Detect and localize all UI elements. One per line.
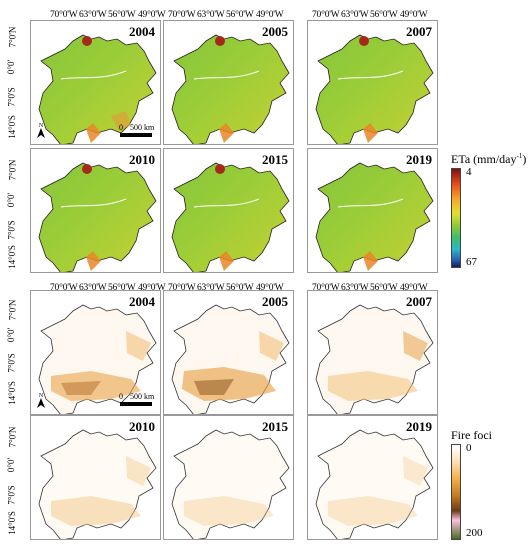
lat-label: 7°0'S <box>6 485 17 505</box>
scale-zero-label: 0 <box>119 123 123 132</box>
lon-label: 56°0'W <box>370 283 398 293</box>
fire-legend-top: 0 <box>466 442 472 454</box>
lat-label: 0°0' <box>6 327 17 343</box>
scale-bar <box>120 402 152 406</box>
lon-label: 56°0'W <box>226 10 254 20</box>
year-label: 2015 <box>262 419 288 434</box>
lat-label: 7°0'S <box>6 353 17 373</box>
lon-label: 56°0'W <box>226 283 254 293</box>
lon-label: 70°0'W <box>168 10 196 20</box>
eta-map-panel-2005: 2005 <box>163 20 294 145</box>
north-arrow-icon: N <box>37 393 45 408</box>
amazon-fire-map <box>315 429 434 539</box>
lon-label: 49°0'W <box>138 10 166 20</box>
eta-legend-title-sup: -1 <box>516 152 523 160</box>
eta-legend-title: ETa (mm/day-1) <box>451 152 526 167</box>
eta-legend-title-close: ) <box>522 152 527 166</box>
eta-map-panel-2015: 2015 <box>163 148 294 273</box>
lat-label: 14°0'S <box>6 245 17 269</box>
amazon-eta-map <box>38 162 157 272</box>
scale-zero-label: 0 <box>119 392 123 401</box>
amazon-fire-map <box>38 429 157 539</box>
lat-label: 14°0'S <box>6 115 17 139</box>
year-label: 2007 <box>406 24 432 39</box>
eta-map-panel-2019: 2019 <box>307 148 438 273</box>
lat-label: 7°0'S <box>6 220 17 240</box>
year-label: 2010 <box>129 152 155 167</box>
eta-map-panel-2007: 2007 <box>307 20 438 145</box>
fire-map-panel-2019: 2019 <box>307 415 438 540</box>
lon-label: 56°0'W <box>370 10 398 20</box>
lon-label: 49°0'W <box>400 10 428 20</box>
year-label: 2005 <box>262 24 288 39</box>
amazon-fire-map <box>315 304 434 414</box>
year-label: 2004 <box>129 294 155 309</box>
lat-label: 7°0'N <box>7 26 18 48</box>
lon-label: 56°0'W <box>108 283 136 293</box>
year-label: 2004 <box>129 24 155 39</box>
lon-label: 49°0'W <box>256 283 284 293</box>
lon-label: 70°0'W <box>50 10 78 20</box>
fire-map-panel-2005: 2005 <box>163 290 294 415</box>
north-arrow-letter: N <box>39 123 44 129</box>
eta-map-panel-2010: 2010 <box>30 148 161 273</box>
eta-map-panel-2004: 2004 N 0 500 km <box>30 20 161 145</box>
lat-label: 7°0'N <box>7 426 18 448</box>
lat-label: 7°0'N <box>7 159 18 181</box>
fire-legend-title: Fire foci <box>451 428 492 442</box>
lon-label: 70°0'W <box>168 283 196 293</box>
lon-label: 63°0'W <box>79 283 107 293</box>
scale-distance-label: 500 km <box>130 123 155 132</box>
lon-label: 70°0'W <box>312 283 340 293</box>
lon-label: 63°0'W <box>197 10 225 20</box>
lon-label: 70°0'W <box>312 10 340 20</box>
scale-distance-label: 500 km <box>130 392 155 401</box>
amazon-eta-map <box>171 34 290 144</box>
lon-label: 49°0'W <box>138 283 166 293</box>
amazon-eta-map <box>171 162 290 272</box>
lat-label: 14°0'S <box>6 511 17 535</box>
lat-label: 0°0' <box>6 59 17 75</box>
eta-legend-min: 67 <box>466 256 477 268</box>
amazon-eta-map <box>38 34 157 144</box>
year-label: 2015 <box>262 152 288 167</box>
lon-label: 63°0'W <box>341 283 369 293</box>
eta-color-ramp <box>451 168 461 268</box>
lon-label: 56°0'W <box>108 10 136 20</box>
amazon-eta-map <box>315 34 434 144</box>
fire-color-ramp <box>451 444 461 540</box>
fire-legend-bottom: 200 <box>466 527 483 539</box>
eta-legend-max: 4 <box>466 166 472 178</box>
year-label: 2010 <box>129 419 155 434</box>
amazon-eta-map <box>315 162 434 272</box>
lat-label: 7°0'N <box>7 299 18 321</box>
eta-legend-title-text: ETa (mm/day <box>451 152 517 166</box>
year-label: 2019 <box>406 152 432 167</box>
lon-label: 70°0'W <box>50 283 78 293</box>
lon-label: 63°0'W <box>341 10 369 20</box>
lon-label: 49°0'W <box>256 10 284 20</box>
lat-label: 7°0'S <box>6 87 17 107</box>
year-label: 2005 <box>262 294 288 309</box>
north-arrow-letter: N <box>39 393 44 399</box>
lon-label: 63°0'W <box>197 283 225 293</box>
lat-label: 0°0' <box>6 192 17 208</box>
lat-label: 0°0' <box>6 457 17 473</box>
year-label: 2019 <box>406 419 432 434</box>
fire-map-panel-2015: 2015 <box>163 415 294 540</box>
fire-map-panel-2007: 2007 <box>307 290 438 415</box>
lat-label: 14°0'S <box>6 381 17 405</box>
lon-label: 49°0'W <box>400 283 428 293</box>
amazon-fire-map <box>171 429 290 539</box>
fire-map-panel-2004: 2004 N 0 500 km <box>30 290 161 415</box>
scale-bar <box>120 133 152 137</box>
amazon-fire-map <box>171 304 290 414</box>
fire-map-panel-2010: 2010 <box>30 415 161 540</box>
amazon-fire-map <box>38 304 157 414</box>
north-arrow-icon: N <box>37 123 45 138</box>
year-label: 2007 <box>406 294 432 309</box>
lon-label: 63°0'W <box>79 10 107 20</box>
